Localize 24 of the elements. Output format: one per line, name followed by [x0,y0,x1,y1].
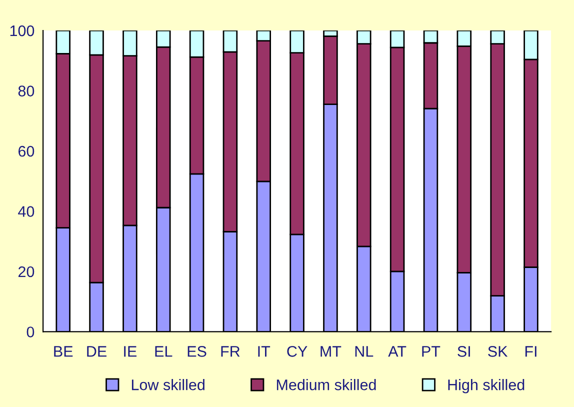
x-tick-label: DE [87,346,106,357]
y-tick-label: 100 [10,25,34,36]
x-tick-label: MT [320,346,342,357]
x-tick-label: SK [488,346,508,357]
x-tick-label: IT [258,346,270,357]
x-tick-label: NL [355,346,374,357]
x-tick-label: EL [155,346,172,357]
x-tick-label: AT [388,346,406,357]
legend-label: Medium skilled [276,379,376,390]
legend-label: High skilled [448,379,524,394]
y-tick-label: 60 [18,146,34,157]
y-tick-label: 80 [18,86,34,96]
y-tick-label: 40 [18,206,34,217]
x-tick-label: FI [525,346,536,357]
y-tick-label: 20 [18,266,34,278]
y-tick-label: 0 [26,326,34,338]
x-tick-label: BE [54,346,73,357]
x-tick-label: FR [221,346,240,357]
legend-label: Low skilled [132,379,204,390]
x-tick-label: PT [422,346,440,357]
x-tick-label: IE [124,346,137,357]
x-tick-label: CY [287,346,308,357]
x-tick-label: ES [188,346,206,357]
x-tick-label: SI [458,346,470,357]
